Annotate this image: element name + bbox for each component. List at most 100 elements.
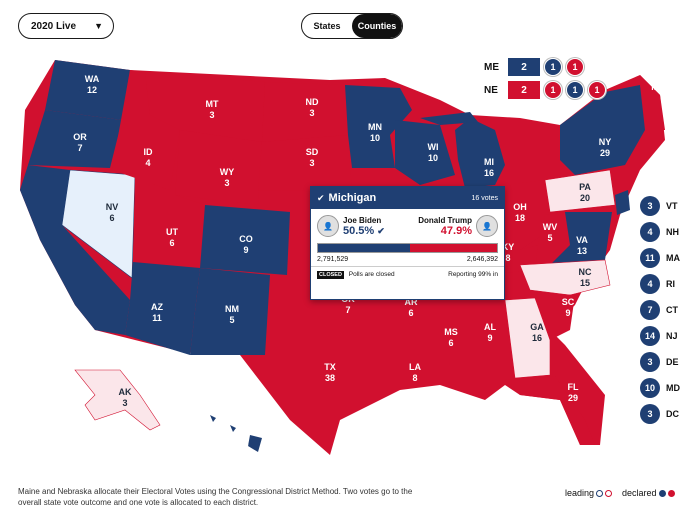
small-state-votes: 3 [640,352,660,372]
state-votes-pa: 20 [580,193,590,203]
state-NM[interactable] [190,268,270,355]
state-label-ut: UT [166,227,178,237]
small-state-abbr: DC [666,409,679,419]
state-AZ[interactable] [125,262,200,355]
state-label-mi: MI [484,157,494,167]
small-state-abbr: MA [666,253,680,263]
state-label-ca: CA [29,247,42,257]
small-state-ri[interactable]: 4 RI [640,274,675,294]
small-state-votes: 4 [640,274,660,294]
state-OR[interactable] [28,110,122,168]
status-badge: CLOSED [317,271,344,279]
state-label-nc: NC [579,267,592,277]
state-votes-ky: 8 [505,253,510,263]
popup-votes: 16 votes [471,194,498,202]
state-votes-nm: 5 [229,315,234,325]
state-UT[interactable] [133,175,205,265]
state-label-az: AZ [151,302,163,312]
state-MN[interactable] [345,85,412,168]
small-state-nh[interactable]: 4 NH [640,222,679,242]
state-votes-ny: 29 [600,148,610,158]
state-votes-mn: 10 [370,133,380,143]
state-label-id: ID [144,147,154,157]
state-label-wv: WV [543,222,558,232]
state-WI[interactable] [395,120,455,185]
small-state-de[interactable]: 3 DE [640,352,679,372]
state-label-ky: KY [502,242,515,252]
legend: leading declared [565,488,675,498]
state-VA[interactable] [550,212,612,265]
state-ND[interactable] [262,82,348,142]
small-state-vt[interactable]: 3 VT [640,196,678,216]
state-WV[interactable] [538,212,570,260]
winner-check-icon: ✔ [377,225,385,236]
state-label-me: ME [651,82,665,92]
district-row-ne: NE 2 1 1 1 [484,80,610,100]
district-circle[interactable]: 1 [588,81,606,99]
district-circle[interactable]: 1 [566,81,584,99]
district-statewide-votes[interactable]: 2 [508,81,540,99]
state-votes-wy: 3 [224,178,229,188]
state-label-wa: WA [85,74,100,84]
state-votes-al: 9 [487,333,492,343]
small-state-abbr: RI [666,279,675,289]
district-circle[interactable]: 1 [544,58,562,76]
state-label-al: AL [484,322,496,332]
small-state-dc[interactable]: 3 DC [640,404,679,424]
state-votes-sc: 9 [565,308,570,318]
state-votes-ut: 6 [169,238,174,248]
state-HI[interactable] [210,415,262,452]
district-circle[interactable]: 1 [544,81,562,99]
small-state-abbr: CT [666,305,678,315]
state-PA[interactable] [544,169,616,213]
state-WY[interactable] [175,130,262,205]
state-votes-tx: 38 [325,373,335,383]
state-votes-nv: 6 [109,213,114,223]
state-votes-la: 8 [412,373,417,383]
state-MT[interactable] [145,72,265,142]
state-CA[interactable] [20,165,130,335]
small-state-votes: 11 [640,248,660,268]
year-dropdown[interactable]: 2020 Live ▼ [18,13,114,39]
state-SC[interactable] [530,292,575,340]
state-label-sc: SC [562,297,575,307]
state-SD[interactable] [258,135,352,192]
candidate-dem: 👤 Joe Biden 50.5% ✔ [317,215,385,237]
state-label-ny: NY [599,137,612,147]
small-state-nj[interactable]: 14 NJ [640,326,678,346]
tab-counties[interactable]: Counties [352,14,402,38]
state-CO[interactable] [200,205,290,275]
small-state-votes: 10 [640,378,660,398]
state-OH[interactable] [505,180,550,250]
candidate-rep: Donald Trump 47.9% 👤 [418,215,498,237]
small-state-abbr: NH [666,227,679,237]
state-label-va: VA [576,235,588,245]
small-state-ma[interactable]: 11 MA [640,248,680,268]
state-votes-id: 4 [145,158,150,168]
state-votes-wi: 10 [428,153,438,163]
state-ID[interactable] [112,70,180,190]
small-state-abbr: NJ [666,331,678,341]
dem-count: 2,791,529 [317,256,349,263]
district-circle[interactable]: 1 [566,58,584,76]
state-votes-mt: 3 [209,110,214,120]
state-WA[interactable] [45,60,130,120]
small-state-votes: 3 [640,196,660,216]
tab-states[interactable]: States [313,21,341,31]
state-AK[interactable] [74,369,161,431]
state-NC[interactable] [519,259,611,296]
district-statewide-votes[interactable]: 2 [508,58,540,76]
candidate-avatar: 👤 [317,215,339,237]
state-MI-upper[interactable] [420,112,478,125]
candidate-name: Donald Trump [418,215,472,225]
state-votes-az: 11 [152,313,162,323]
small-state-ct[interactable]: 7 CT [640,300,678,320]
state-MI[interactable] [455,118,505,188]
state-GA[interactable] [504,297,551,379]
vote-share-bar [317,243,498,253]
state-NJ-MD[interactable] [615,190,630,215]
small-state-md[interactable]: 10 MD [640,378,680,398]
state-ME[interactable] [640,75,665,130]
state-FL[interactable] [505,376,595,445]
state-NY[interactable] [560,85,645,175]
